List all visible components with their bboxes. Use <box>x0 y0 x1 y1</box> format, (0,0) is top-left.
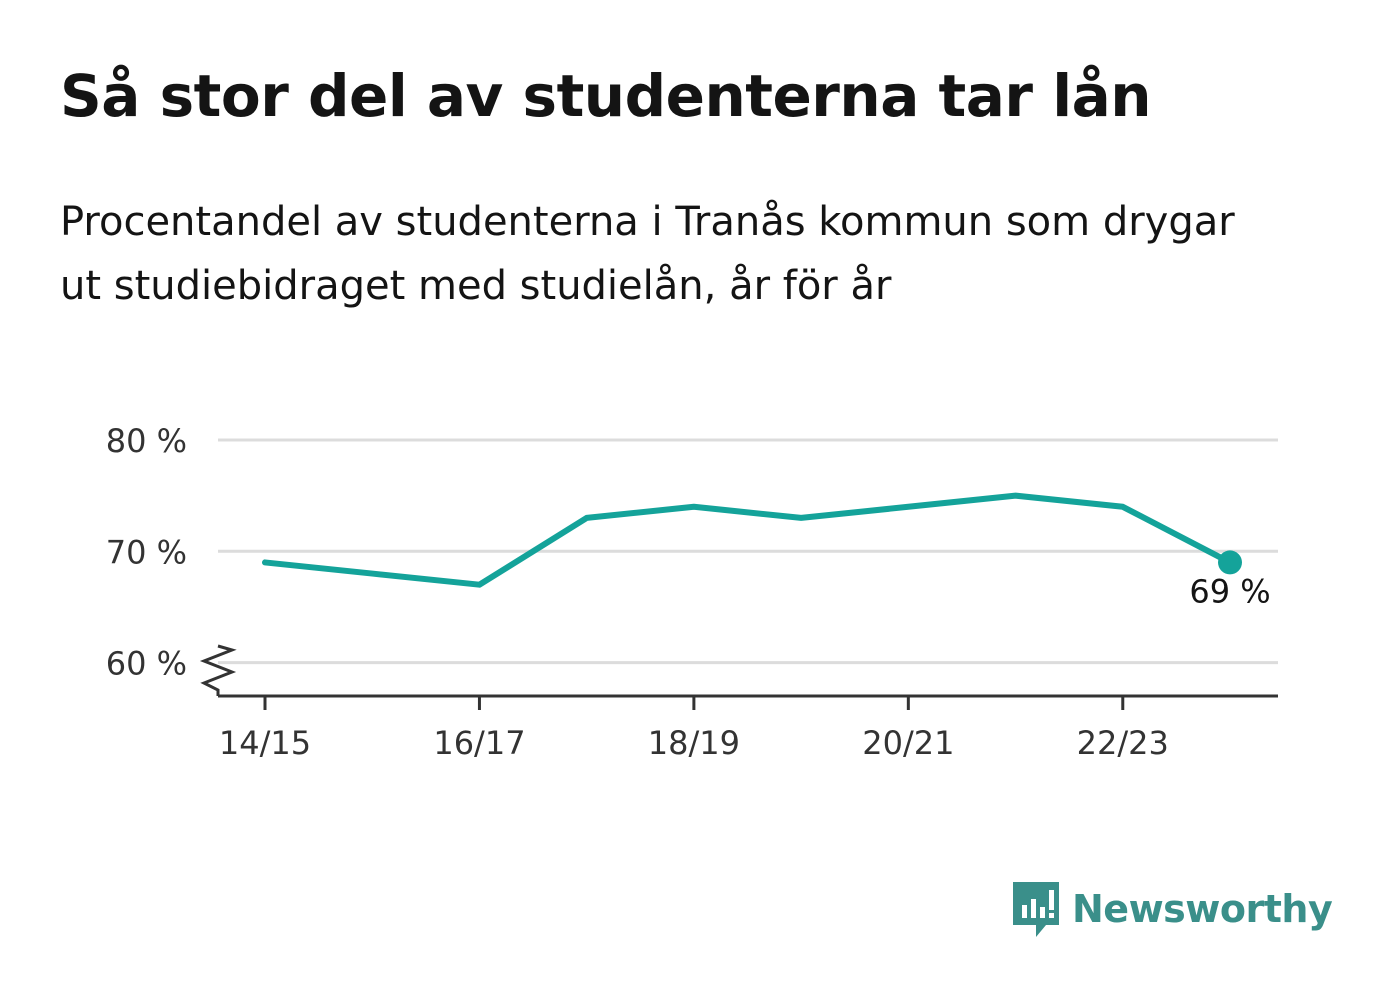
end-value-label: 69 % <box>1189 572 1270 610</box>
y-tick-label: 60 % <box>106 645 187 683</box>
newsworthy-logo: Newsworthy <box>1010 878 1333 940</box>
series-layer: 69 % <box>262 492 1271 610</box>
x-tick-label: 20/21 <box>862 724 954 762</box>
gridlines <box>218 438 1278 665</box>
y-tick-label: 80 % <box>106 422 187 460</box>
x-tick-label: 18/19 <box>648 724 740 762</box>
y-tick-label: 70 % <box>106 533 187 571</box>
x-tick-label: 16/17 <box>433 724 525 762</box>
brand-name: Newsworthy <box>1072 887 1333 931</box>
chart-subtitle: Procentandel av studenterna i Tranås kom… <box>60 199 1235 309</box>
y-axis-labels: 60 % 70 % 80 % <box>106 422 187 683</box>
end-point-marker <box>1218 550 1242 575</box>
line-chart: 60 % 70 % 80 % 14/15 16/17 18/19 20/21 22/23 6… <box>106 422 1278 762</box>
x-axis <box>199 644 1278 710</box>
x-tick-label: 22/23 <box>1077 724 1169 762</box>
newsworthy-logo-icon <box>1013 882 1059 937</box>
x-axis-labels: 14/15 16/17 18/19 20/21 22/23 <box>219 724 1169 762</box>
series-line <box>262 492 1233 588</box>
chart-title: Så stor del av studenterna tar lån <box>60 62 1152 130</box>
axis-break-mark <box>199 644 237 696</box>
x-tick-label: 14/15 <box>219 724 311 762</box>
